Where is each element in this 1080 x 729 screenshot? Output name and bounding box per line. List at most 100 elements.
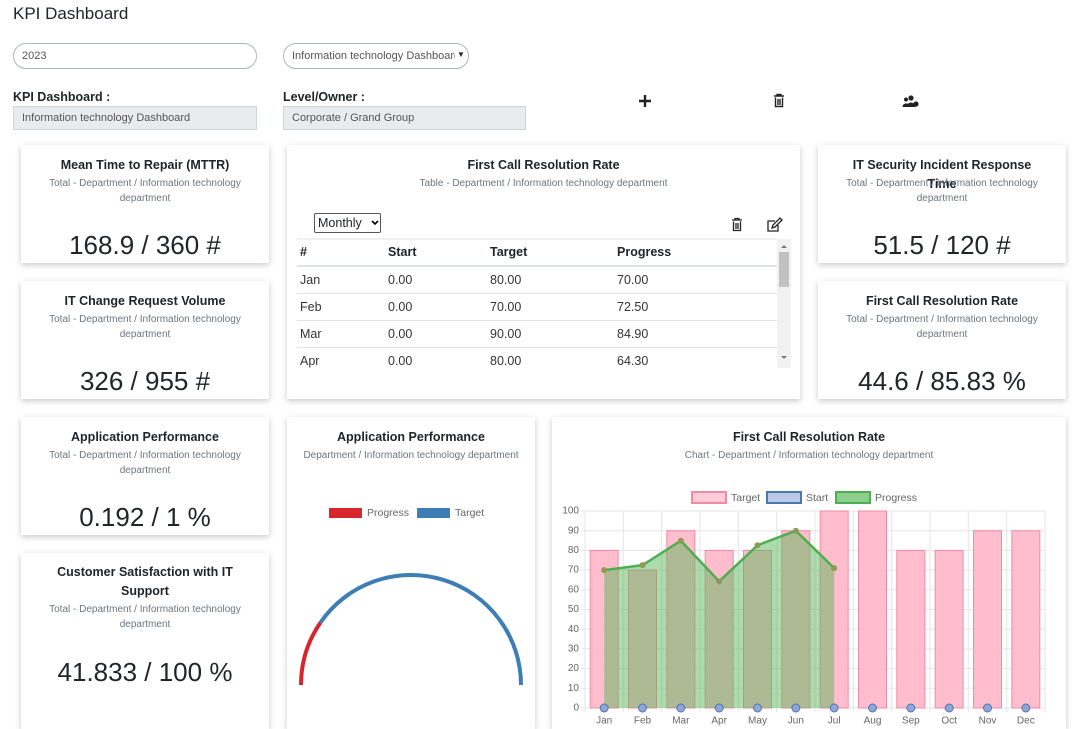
card-title: Application Performance bbox=[337, 430, 485, 444]
x-tick-label: Apr bbox=[711, 716, 727, 727]
line-point bbox=[831, 565, 838, 572]
kpi-value: 44.6 / 85.83 % bbox=[858, 366, 1026, 396]
users-icon[interactable] bbox=[902, 95, 919, 107]
kpi-value: 51.5 / 120 # bbox=[873, 230, 1011, 260]
table-cell: 0.00 bbox=[388, 354, 413, 368]
year-input[interactable]: 2023 bbox=[13, 43, 257, 69]
card-subtitle: Total - Department / Information technol… bbox=[846, 314, 1038, 340]
card-subtitle: Total - Department / Information technol… bbox=[49, 450, 241, 476]
x-tick-label: Mar bbox=[672, 716, 690, 727]
row-divider bbox=[297, 347, 777, 348]
line-point bbox=[639, 562, 646, 569]
start-point bbox=[829, 703, 839, 713]
start-point bbox=[944, 703, 954, 713]
y-tick-label: 100 bbox=[562, 506, 579, 517]
bar bbox=[973, 530, 1002, 709]
add-icon[interactable] bbox=[639, 95, 651, 107]
scrollbar-thumb bbox=[779, 252, 789, 287]
table-cell: 0.00 bbox=[388, 273, 413, 287]
table-cell: Jan bbox=[300, 273, 321, 287]
dashboard-select[interactable]: Information technology Dashboard bbox=[283, 43, 469, 69]
x-tick-label: Sep bbox=[902, 716, 920, 727]
table-cell: 0.00 bbox=[388, 300, 413, 314]
y-tick-label: 70 bbox=[568, 565, 580, 576]
table-cell: Feb bbox=[300, 300, 322, 314]
row-divider bbox=[297, 320, 777, 321]
row-divider bbox=[297, 293, 777, 294]
table-cell: Mar bbox=[300, 327, 322, 341]
y-tick-label: 60 bbox=[568, 584, 580, 595]
column-header: Progress bbox=[617, 245, 672, 259]
dashboard-select-text: Information technology Dashboard bbox=[292, 50, 461, 62]
x-tick-label: Jun bbox=[788, 716, 804, 727]
x-tick-label: Jul bbox=[828, 716, 841, 727]
period-select[interactable]: Monthly bbox=[314, 213, 381, 233]
legend-label: Target bbox=[731, 492, 760, 504]
card-title: IT Change Request Volume bbox=[64, 294, 226, 308]
bar bbox=[934, 549, 964, 709]
caret-icon bbox=[371, 220, 379, 226]
card-title: First Call Resolution Rate bbox=[865, 294, 1019, 308]
table-cell: 70.00 bbox=[490, 300, 522, 314]
start-point bbox=[599, 703, 609, 713]
legend-swatch bbox=[835, 491, 871, 504]
edit-icon bbox=[767, 217, 783, 232]
x-tick-label: Nov bbox=[979, 716, 997, 727]
card-title: Application Performance bbox=[71, 430, 219, 444]
kpi-card: IT Change Request Volume Total - Departme… bbox=[21, 281, 269, 399]
y-tick-label: 10 bbox=[568, 683, 580, 694]
legend-label: Progress bbox=[367, 507, 409, 519]
line-point bbox=[716, 578, 723, 585]
bar bbox=[1011, 530, 1041, 709]
bar bbox=[896, 549, 926, 709]
legend-label: Progress bbox=[875, 492, 917, 504]
kpi-value: 168.9 / 360 # bbox=[69, 230, 221, 260]
legend-label: Target bbox=[455, 507, 484, 519]
select-caret: ▼ bbox=[455, 50, 467, 59]
card-title: IT Security Incident Response Time bbox=[852, 158, 1032, 191]
y-tick-label: 20 bbox=[568, 663, 580, 674]
table-cell: 84.90 bbox=[617, 327, 649, 341]
card-title: First Call Resolution Rate bbox=[467, 158, 620, 172]
card-graphic: Progress Target bbox=[299, 507, 523, 686]
gauge-card: Application Performance Department / Info… bbox=[287, 417, 535, 729]
chart-card: First Call Resolution Rate Chart - Depart… bbox=[552, 417, 1066, 729]
column-header: Target bbox=[490, 245, 528, 259]
column-header: Start bbox=[388, 245, 417, 259]
kpi-card: Application Performance Total - Departmen… bbox=[21, 417, 269, 535]
card-graphic: 0 10 20 30 40 50 60 70 80 90 100 Jan Feb Mar Apr May Jun… bbox=[562, 491, 1046, 727]
toolbar-icons bbox=[639, 93, 919, 108]
kpi-value: 326 / 955 # bbox=[79, 366, 211, 396]
column-header: # bbox=[300, 245, 307, 259]
legend-swatch bbox=[329, 508, 362, 518]
card-graphic bbox=[297, 217, 791, 368]
y-tick-label: 0 bbox=[573, 703, 579, 714]
kpi-card: Mean Time to Repair (MTTR) Total - Depart… bbox=[21, 145, 269, 263]
start-point bbox=[906, 703, 916, 713]
bar bbox=[858, 510, 887, 709]
y-tick-label: 50 bbox=[568, 604, 580, 615]
field-label: KPI Dashboard : bbox=[13, 90, 111, 104]
x-tick-label: Feb bbox=[634, 716, 652, 727]
table-cell: Apr bbox=[300, 354, 320, 368]
line-point bbox=[601, 567, 608, 574]
legend-swatch bbox=[691, 491, 727, 504]
kpi-value: 41.833 / 100 % bbox=[57, 657, 233, 687]
field-value: Information technology Dashboard bbox=[13, 106, 257, 130]
y-tick-label: 80 bbox=[568, 545, 580, 556]
start-point bbox=[676, 703, 686, 713]
delete-icon bbox=[732, 217, 742, 232]
table-cell: 80.00 bbox=[490, 354, 522, 368]
chart-title: First Call Resolution Rate bbox=[732, 430, 886, 444]
line-point bbox=[754, 542, 761, 549]
card-subtitle: Total - Department / Information technol… bbox=[846, 178, 1038, 204]
table-cell: 70.00 bbox=[617, 273, 649, 287]
field-value: Corporate / Grand Group bbox=[283, 106, 526, 130]
x-tick-label: Oct bbox=[941, 716, 957, 727]
start-point bbox=[791, 703, 801, 713]
delete-icon[interactable] bbox=[774, 93, 784, 108]
start-point bbox=[868, 703, 877, 713]
legend-label: Start bbox=[806, 492, 828, 504]
y-tick-label: 90 bbox=[568, 525, 580, 536]
table-cell: 72.50 bbox=[617, 300, 649, 314]
